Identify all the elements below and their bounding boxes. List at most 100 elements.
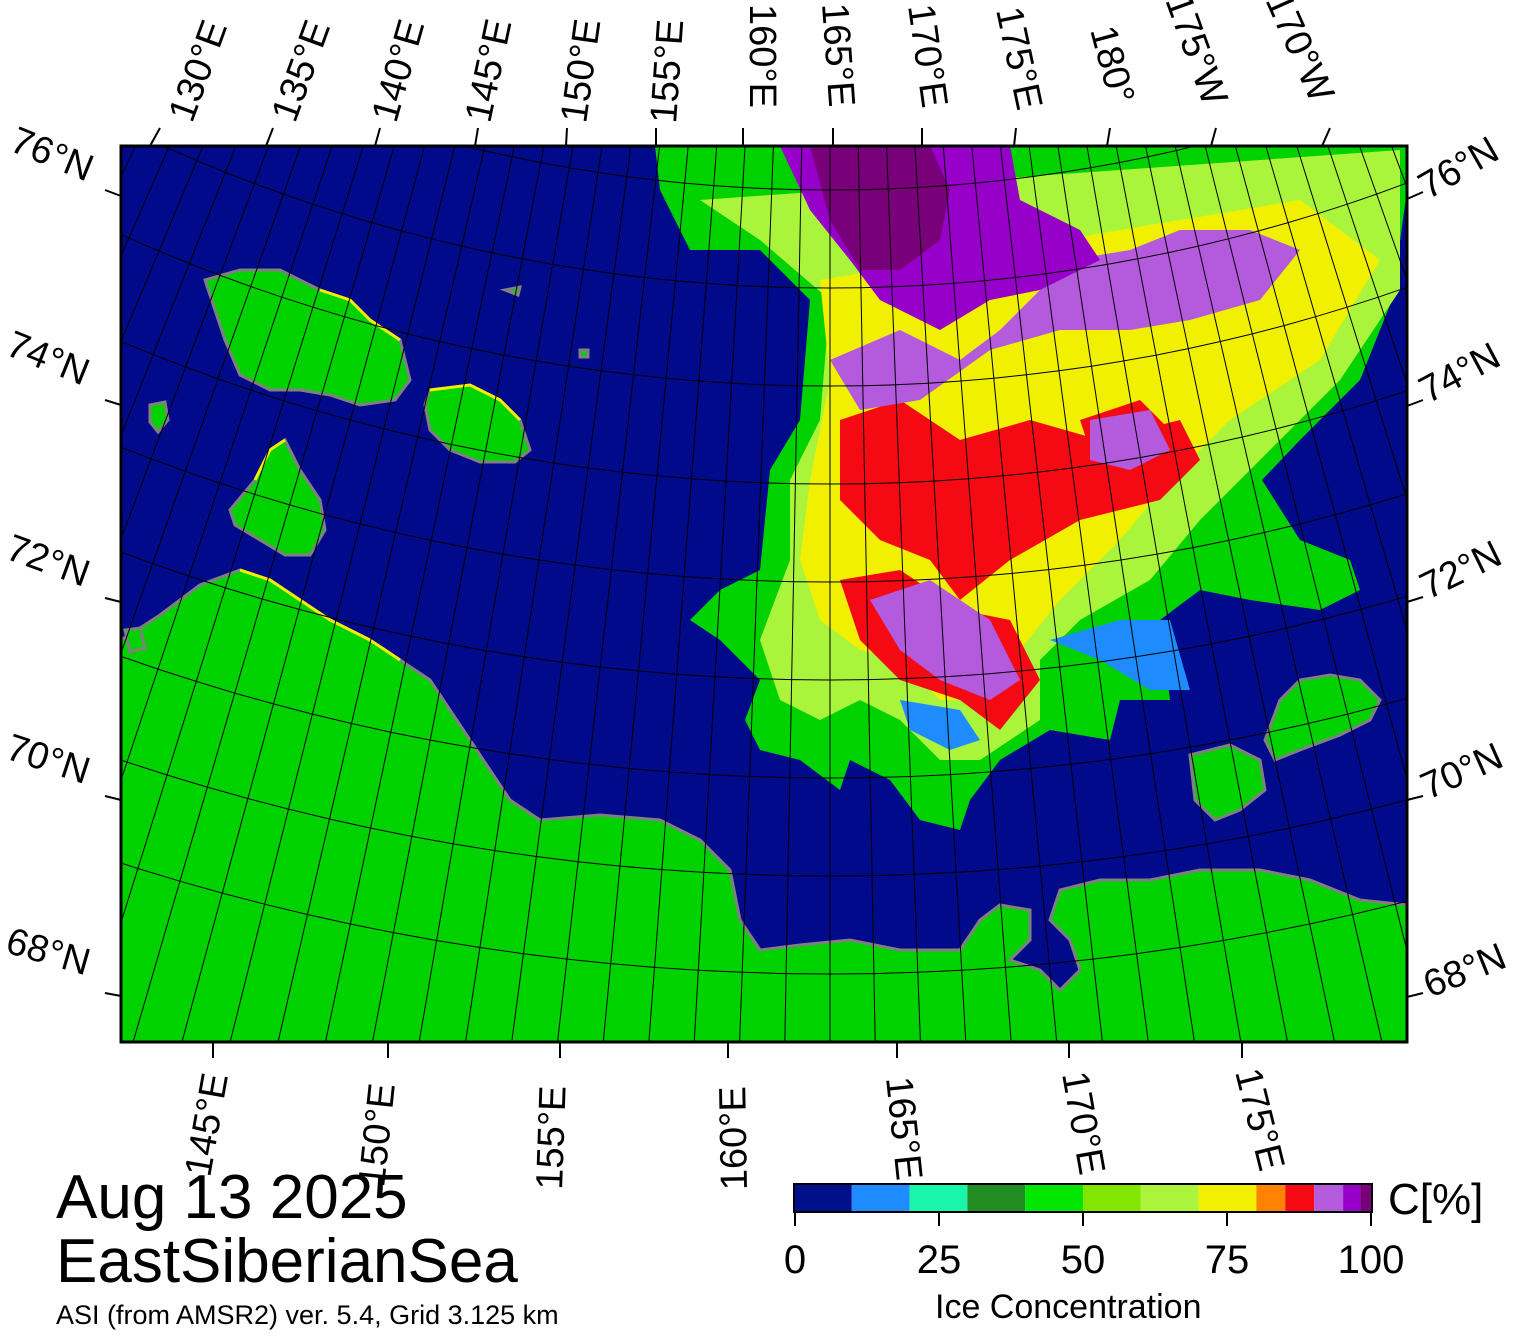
kotelny-island <box>203 268 412 407</box>
meridian-line <box>784 146 803 1042</box>
region-name: EastSiberianSea <box>56 1227 518 1296</box>
frame-tick <box>474 127 479 147</box>
meridian-line <box>1396 0 1527 936</box>
frame-tick <box>1210 127 1217 147</box>
legend-color-segment <box>1140 1184 1199 1212</box>
meridian-line <box>1174 146 1383 1042</box>
legend-color-segment <box>1285 1184 1315 1212</box>
map-date: Aug 13 2025 <box>56 1163 408 1232</box>
legend-color-segment <box>1314 1184 1344 1212</box>
meridian-line <box>277 146 486 1042</box>
frame-tick <box>1406 399 1424 407</box>
frame-tick <box>104 992 122 997</box>
meridian-line <box>181 146 426 1042</box>
left-latitude-labels: 76°N 74°N 72°N 70°N 68°N <box>1 119 99 984</box>
legend-color-segment <box>1360 1184 1372 1212</box>
bottom-lon-label: 170°E <box>1053 1068 1112 1178</box>
left-lat-label: 70°N <box>1 727 95 793</box>
bottom-lon-label: 155°E <box>529 1085 575 1190</box>
legend-color-segment <box>967 1184 1026 1212</box>
left-lat-label: 72°N <box>1 527 95 596</box>
bottom-lon-label: 175°E <box>1226 1064 1292 1175</box>
meridian-line <box>121 146 301 655</box>
data-source: ASI (from AMSR2) ver. 5.4, Grid 3.125 km <box>56 1300 559 1330</box>
legend-tick-label: 25 <box>916 1238 962 1282</box>
meridian-line <box>371 146 545 1042</box>
right-lat-label: 72°N <box>1414 533 1509 608</box>
meridian-line <box>1487 0 1527 849</box>
meridian-line <box>132 146 395 1042</box>
legend-color-segment <box>1343 1184 1361 1212</box>
legend-tick-label: 75 <box>1204 1238 1250 1282</box>
right-lat-label: 74°N <box>1413 335 1508 412</box>
meridian-line <box>418 146 574 1042</box>
top-lon-label: 170°E <box>899 1 955 110</box>
graticule <box>0 0 1527 1042</box>
left-lat-label: 74°N <box>1 323 95 394</box>
map-frame <box>119 144 1409 1044</box>
frame-tick <box>1406 795 1424 801</box>
frame-tick <box>265 127 274 147</box>
meridian-line <box>121 146 270 541</box>
frame-tick <box>1406 191 1424 200</box>
bottom-lon-label: 165°E <box>877 1075 930 1183</box>
right-lat-label: 68°N <box>1418 936 1512 1007</box>
top-lon-label: 155°E <box>643 18 692 125</box>
legend-color-segment <box>1256 1184 1286 1212</box>
meridian-line <box>1204 146 1407 953</box>
frame-tick <box>1321 127 1331 147</box>
legend-color-segment <box>1083 1184 1141 1212</box>
legend-color-segment <box>794 1184 852 1212</box>
meridian-line <box>648 146 718 1042</box>
meridian-line <box>1057 146 1195 1042</box>
top-lon-label: 140°E <box>364 15 433 127</box>
frame-tick <box>104 399 122 406</box>
meridian-line <box>1234 146 1407 782</box>
legend-tick-label: 50 <box>1060 1238 1106 1282</box>
legend-color-segment <box>909 1184 968 1212</box>
frame-tick <box>1106 127 1111 147</box>
top-lon-label: 145°E <box>458 15 521 125</box>
frame-tick <box>1406 596 1424 603</box>
frame-tick <box>374 127 381 147</box>
meridian-line <box>1028 146 1149 1042</box>
legend-unit: C[%] <box>1388 1175 1484 1224</box>
top-lon-label: 150°E <box>553 16 609 125</box>
meridian-line <box>1296 146 1407 502</box>
wrangel-island <box>1263 673 1382 762</box>
top-lon-label: 175°W <box>1157 0 1236 111</box>
frame-ticks <box>104 127 1424 1058</box>
legend-color-bar <box>794 1184 1372 1212</box>
left-lat-label: 68°N <box>2 920 95 984</box>
meridian-line <box>121 146 333 782</box>
right-lat-label: 76°N <box>1412 129 1507 208</box>
frame-tick <box>104 597 122 603</box>
top-lon-label: 180° <box>1081 21 1142 108</box>
frame-tick <box>104 795 122 801</box>
meridian-line <box>511 146 632 1042</box>
meridian-line <box>0 0 4 639</box>
bottom-lon-label: 160°E <box>712 1086 756 1191</box>
frame-tick <box>149 127 161 147</box>
meridian-line <box>1265 146 1407 633</box>
meridian-line <box>942 146 1012 1042</box>
meridian-line <box>971 146 1058 1042</box>
coastal-ice-fringe <box>239 288 522 662</box>
frame-tick <box>104 189 122 197</box>
left-lat-label: 76°N <box>5 119 99 190</box>
meridian-line <box>229 146 456 1042</box>
meridian-line <box>886 146 921 1042</box>
frame-tick <box>1013 127 1017 147</box>
meridian-line <box>465 146 603 1042</box>
meridian-line <box>1115 146 1289 1042</box>
legend-ticks <box>794 1212 1372 1226</box>
meridian-line <box>0 0 108 776</box>
legend-color-segment <box>1198 1184 1257 1212</box>
legend-tick-label: 100 <box>1337 1238 1405 1282</box>
top-longitude-labels: 130°E 135°E 140°E 145°E 150°E 155°E 160°… <box>161 0 1342 127</box>
meridian-line <box>693 146 746 1042</box>
frame-tick <box>565 127 568 147</box>
top-lon-label: 160°E <box>741 4 783 108</box>
right-lat-label: 70°N <box>1415 735 1510 808</box>
